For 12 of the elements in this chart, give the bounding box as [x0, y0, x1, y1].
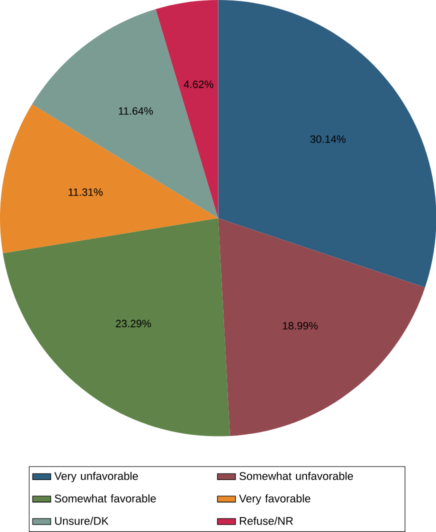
- data-label: 23.29%: [116, 320, 151, 328]
- legend-label: Somewhat favorable: [54, 494, 156, 502]
- data-label: 18.99%: [282, 322, 318, 330]
- legend-label: Very favorable: [238, 494, 310, 505]
- legend-label: Unsure/DK: [54, 516, 108, 525]
- data-label: 30.14%: [310, 135, 346, 143]
- data-label: 4.62%: [184, 80, 214, 88]
- legend-label: Refuse/NR: [240, 516, 293, 525]
- data-label: 11.64%: [118, 107, 153, 115]
- legend-label: Somewhat unfavorable: [239, 472, 353, 480]
- legend-label: Very unfavorable: [54, 472, 138, 482]
- data-label: 11.31%: [68, 188, 103, 196]
